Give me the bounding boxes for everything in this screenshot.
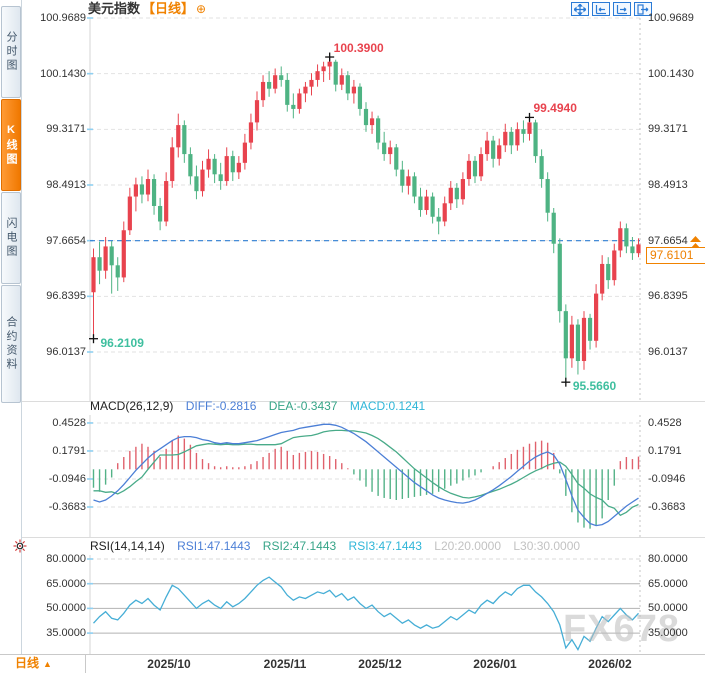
symbol-name: 美元指数: [88, 1, 141, 16]
add-indicator-icon[interactable]: ⊕: [196, 2, 207, 16]
x-axis-label: 2026/02: [588, 657, 632, 671]
rsi-axis-label: 80.0000: [46, 553, 86, 565]
rsi-title: RSI(14,14,14): [90, 539, 165, 553]
chart-title: 美元指数 【日线】 ⊕: [88, 1, 206, 17]
rsi-axis-label: 80.0000: [648, 553, 688, 565]
macd-axis-label: -0.3683: [648, 500, 686, 513]
period-tag: 【日线】: [142, 1, 195, 16]
rsi3-value: RSI3:47.1443: [348, 539, 422, 553]
macd-header: MACD(26,12,9) DIFF:-0.2816 DEA:-0.3437 M…: [90, 399, 425, 413]
price-axis-label: 98.4913: [46, 179, 86, 191]
rsi-l30-value: L30:30.0000: [513, 539, 581, 553]
x-axis-bar: [0, 654, 705, 673]
indicator-settings-icon[interactable]: [13, 539, 27, 553]
price-axis-label: 100.1430: [648, 67, 694, 80]
price-annotation-low: 96.2109: [100, 335, 144, 350]
exit-chart-icon[interactable]: [634, 2, 652, 16]
price-axis-label: 96.8395: [46, 290, 86, 303]
macd-axis-label: 0.1791: [648, 444, 682, 457]
price-axis-label: 100.1430: [40, 67, 86, 80]
last-price-box: 97.6101: [646, 247, 705, 264]
sidebar-tab-contract-info[interactable]: 合约资料: [1, 285, 21, 403]
price-axis-label: 96.8395: [648, 290, 688, 303]
sidebar-tab-kline-chart[interactable]: K线图: [1, 99, 21, 191]
price-axis-label: 98.4913: [648, 179, 688, 191]
rsi1-value: RSI1:47.1443: [177, 539, 251, 553]
x-axis-label: 2025/10: [147, 657, 191, 671]
macd-macd-value: MACD:0.1241: [349, 399, 426, 413]
fit-height-icon[interactable]: [613, 2, 631, 16]
macd-axis-label: 0.1791: [52, 444, 86, 457]
rsi-axis-label: 50.0000: [46, 602, 86, 615]
macd-axis-label: -0.0946: [48, 472, 86, 485]
macd-dea-value: DEA:-0.3437: [268, 399, 338, 413]
x-axis-label: 2026/01: [473, 657, 517, 671]
rsi-axis-label: 35.0000: [648, 627, 688, 640]
macd-axis-label: -0.3683: [48, 500, 86, 513]
price-annotation-low: 95.5660: [572, 379, 617, 394]
rsi2-value: RSI2:47.1443: [262, 539, 337, 553]
rsi-axis-label: 50.0000: [648, 602, 688, 615]
macd-axis-label: -0.0946: [648, 472, 686, 485]
rsi-header: RSI(14,14,14) RSI1:47.1443 RSI2:47.1443 …: [90, 539, 580, 553]
period-label: 日线: [15, 656, 40, 670]
sidebar-tab-flash-chart[interactable]: 闪电图: [1, 192, 21, 284]
x-axis-label: 2025/12: [358, 657, 402, 671]
sidebar-tab-time-chart[interactable]: 分时图: [1, 6, 21, 98]
price-axis-label: 96.0137: [46, 346, 86, 358]
pan-icon[interactable]: [571, 2, 589, 16]
macd-axis-label: 0.4528: [52, 416, 86, 429]
chevron-up-icon: ▲: [43, 659, 52, 669]
price-axis-label: 99.3171: [648, 123, 688, 136]
rsi-l20-value: L20:20.0000: [434, 539, 501, 553]
x-axis-label: 2025/11: [263, 657, 307, 671]
rsi-axis-label: 65.0000: [46, 577, 86, 590]
price-axis-label: 99.3171: [46, 123, 86, 136]
sidebar: 分时图 K线图 闪电图 合约资料: [0, 0, 22, 673]
price-axis-label: 97.6654: [648, 234, 688, 247]
price-axis-label: 96.0137: [648, 346, 688, 358]
price-axis-label: 97.6654: [46, 234, 86, 247]
rsi-axis-label: 65.0000: [648, 577, 688, 590]
macd-axis-label: 0.4528: [648, 416, 682, 429]
fit-width-icon[interactable]: [592, 2, 610, 16]
chart-toolbar: [571, 2, 652, 17]
rsi-axis-label: 35.0000: [46, 627, 86, 640]
price-axis-label: 100.9689: [40, 12, 86, 24]
period-selector[interactable]: 日线 ▲: [0, 654, 86, 673]
price-annotation-high: 100.3900: [333, 41, 384, 56]
macd-title: MACD(26,12,9): [90, 399, 174, 413]
price-annotation-high: 99.4940: [533, 101, 577, 116]
macd-diff-value: DIFF:-0.2816: [185, 399, 257, 413]
price-axis-label: 100.9689: [648, 12, 694, 24]
